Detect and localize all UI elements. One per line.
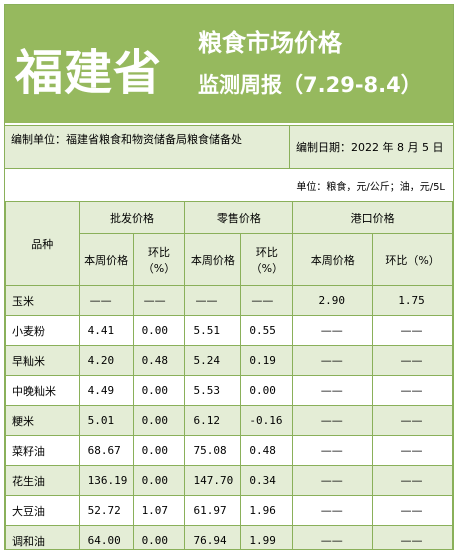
wholesale-change-header: 环比（%） (132, 233, 186, 286)
wholesale-price-cell: 64.00 (78, 525, 134, 549)
wholesale-change-cell: 0.00 (132, 525, 186, 549)
meta-bar: 编制单位：福建省粮食和物资储备局粮食储备处 编制日期：2022 年 8 月 5 … (5, 125, 453, 169)
port-change-cell: —— (372, 375, 453, 406)
table-row: 粳米 5.01 0.00 6.12 -0.16 —— —— (5, 405, 453, 436)
port-change-header: 环比（%） (372, 233, 453, 286)
report-header: 福建省 粮食市场价格 监测周报（7.29-8.4） (5, 5, 453, 123)
retail-price-cell: 5.24 (184, 345, 242, 376)
product-name-cell: 大豆油 (5, 495, 80, 526)
wholesale-change-cell: 0.00 (132, 375, 186, 406)
port-group-header: 港口价格 (292, 201, 453, 234)
table-row: 早籼米 4.20 0.48 5.24 0.19 —— —— (5, 345, 453, 376)
port-change-cell: —— (372, 315, 453, 346)
retail-group-header: 零售价格 (184, 201, 294, 234)
port-change-cell: —— (372, 345, 453, 376)
retail-price-cell: 147.70 (184, 465, 242, 496)
retail-change-cell: 0.55 (240, 315, 294, 346)
wholesale-group-header: 批发价格 (78, 201, 186, 234)
port-price-cell: —— (292, 345, 374, 376)
retail-change-cell: 1.96 (240, 495, 294, 526)
wholesale-price-cell: 4.20 (78, 345, 134, 376)
wholesale-price-cell: 136.19 (78, 465, 134, 496)
wholesale-change-cell: 0.00 (132, 405, 186, 436)
retail-change-cell: 1.99 (240, 525, 294, 549)
wholesale-price-cell: 4.41 (78, 315, 134, 346)
port-price-cell: —— (292, 315, 374, 346)
wholesale-price-cell: 4.49 (78, 375, 134, 406)
port-price-cell: —— (292, 375, 374, 406)
meta-divider (289, 126, 290, 168)
wholesale-price-cell: 68.67 (78, 435, 134, 466)
table-row: 小麦粉 4.41 0.00 5.51 0.55 —— —— (5, 315, 453, 346)
price-table: 品种 批发价格 零售价格 港口价格 本周价格 环比（%） 本周价格 环比（%） … (5, 201, 453, 549)
table-row: 大豆油 52.72 1.07 61.97 1.96 —— —— (5, 495, 453, 526)
wholesale-change-cell: 0.00 (132, 435, 186, 466)
wholesale-price-cell: 5.01 (78, 405, 134, 436)
retail-price-cell: 5.51 (184, 315, 242, 346)
col-product-header: 品种 (5, 201, 80, 286)
retail-change-cell: —— (240, 285, 294, 316)
wholesale-price-cell: 52.72 (78, 495, 134, 526)
port-price-cell: —— (292, 525, 374, 549)
retail-price-cell: 76.94 (184, 525, 242, 549)
table-row: 菜籽油 68.67 0.00 75.08 0.48 —— —— (5, 435, 453, 466)
wholesale-change-cell: 1.07 (132, 495, 186, 526)
report-subtitle: 监测周报（7.29-8.4） (198, 73, 422, 97)
product-name-cell: 粳米 (5, 405, 80, 436)
compiler-text: 编制单位：福建省粮食和物资储备局粮食储备处 (11, 133, 242, 146)
unit-note: 单位：粮食，元/公斤；油，元/5L (296, 182, 445, 193)
table-subheader-row: 本周价格 环比（%） 本周价格 环比（%） 本周价格 环比（%） (5, 233, 453, 286)
port-price-cell: —— (292, 435, 374, 466)
retail-price-header: 本周价格 (184, 233, 242, 286)
report-frame: 福建省 粮食市场价格 监测周报（7.29-8.4） 编制单位：福建省粮食和物资储… (4, 4, 454, 550)
product-name-cell: 玉米 (5, 285, 80, 316)
port-change-cell: —— (372, 525, 453, 549)
product-name-cell: 早籼米 (5, 345, 80, 376)
port-price-cell: —— (292, 465, 374, 496)
product-name-cell: 中晚籼米 (5, 375, 80, 406)
table-row: 玉米 —— —— —— —— 2.90 1.75 (5, 285, 453, 316)
port-price-header: 本周价格 (292, 233, 374, 286)
table-row: 花生油 136.19 0.00 147.70 0.34 —— —— (5, 465, 453, 496)
retail-price-cell: 6.12 (184, 405, 242, 436)
retail-price-cell: 61.97 (184, 495, 242, 526)
retail-change-header: 环比（%） (240, 233, 294, 286)
product-name-cell: 调和油 (5, 525, 80, 549)
port-change-cell: —— (372, 435, 453, 466)
province-title: 福建省 (15, 45, 163, 101)
retail-change-cell: 0.48 (240, 435, 294, 466)
table-row: 中晚籼米 4.49 0.00 5.53 0.00 —— —— (5, 375, 453, 406)
wholesale-change-cell: 0.00 (132, 465, 186, 496)
retail-change-cell: 0.34 (240, 465, 294, 496)
retail-price-cell: 75.08 (184, 435, 242, 466)
table-header-row: 品种 批发价格 零售价格 港口价格 (5, 201, 453, 286)
port-change-cell: —— (372, 405, 453, 436)
retail-price-cell: —— (184, 285, 242, 316)
retail-change-cell: 0.00 (240, 375, 294, 406)
product-name-cell: 菜籽油 (5, 435, 80, 466)
retail-price-cell: 5.53 (184, 375, 242, 406)
report-title: 粮食市场价格 (198, 29, 342, 57)
port-change-cell: —— (372, 495, 453, 526)
retail-change-cell: -0.16 (240, 405, 294, 436)
port-price-cell: 2.90 (292, 285, 374, 316)
table-row: 调和油 64.00 0.00 76.94 1.99 —— —— (5, 525, 453, 549)
product-name-cell: 小麦粉 (5, 315, 80, 346)
port-price-cell: —— (292, 405, 374, 436)
wholesale-price-cell: —— (78, 285, 134, 316)
port-change-cell: —— (372, 465, 453, 496)
port-price-cell: —— (292, 495, 374, 526)
product-name-cell: 花生油 (5, 465, 80, 496)
wholesale-change-cell: 0.00 (132, 315, 186, 346)
wholesale-change-cell: —— (132, 285, 186, 316)
wholesale-price-header: 本周价格 (78, 233, 134, 286)
wholesale-change-cell: 0.48 (132, 345, 186, 376)
compile-date: 编制日期：2022 年 8 月 5 日 (296, 141, 444, 154)
retail-change-cell: 0.19 (240, 345, 294, 376)
port-change-cell: 1.75 (372, 285, 453, 316)
